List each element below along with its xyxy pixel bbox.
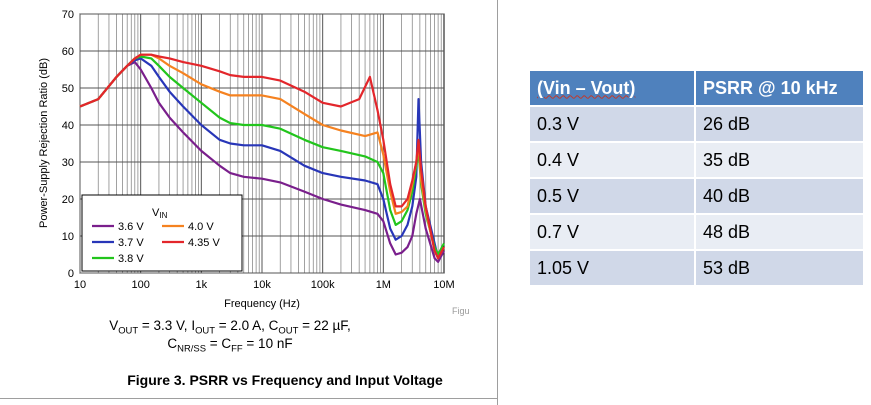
axes: Frequency (Hz) Power-Supply Rejection Ra… <box>38 9 455 310</box>
header-delta-v: (Vin – Vout) <box>530 71 694 105</box>
table-header-row: (Vin – Vout) PSRR @ 10 kHz <box>530 71 863 105</box>
y-tick-label: 60 <box>62 46 74 58</box>
x-tick-label: 1k <box>196 279 208 291</box>
y-tick-label: 50 <box>62 83 74 95</box>
cell-psrr: 26 dB <box>696 107 863 141</box>
legend: VIN 3.6 V 4.0 V 3.7 V 4.35 V 3.8 V <box>92 207 220 265</box>
legend-label: 3.8 V <box>118 253 144 265</box>
header-psrr: PSRR @ 10 kHz <box>696 71 863 105</box>
cell-delta-v: 0.7 V <box>530 215 694 249</box>
chart-panel: VIN 3.6 V 4.0 V 3.7 V 4.35 V 3.8 V Frequency… <box>38 9 470 388</box>
cell-delta-v: 0.5 V <box>530 179 694 213</box>
y-tick-label: 40 <box>62 120 74 132</box>
legend-label: 4.0 V <box>188 221 214 233</box>
x-tick-label: 10k <box>253 279 271 291</box>
y-tick-label: 70 <box>62 9 74 21</box>
legend-label: 4.35 V <box>188 237 220 249</box>
table-row: 0.7 V 48 dB <box>530 215 863 249</box>
table-row: 0.5 V 40 dB <box>530 179 863 213</box>
table-row: 1.05 V 53 dB <box>530 251 863 285</box>
panel-divider-vertical <box>497 0 498 405</box>
table-row: 0.3 V 26 dB <box>530 107 863 141</box>
legend-title: VIN <box>152 207 168 220</box>
psrr-chart: VIN 3.6 V 4.0 V 3.7 V 4.35 V 3.8 V Frequency… <box>38 9 455 310</box>
y-tick-label: 10 <box>62 231 74 243</box>
table-row: 0.4 V 35 dB <box>530 143 863 177</box>
series-line <box>79 57 445 260</box>
x-tick-label: 10 <box>74 279 86 291</box>
cell-psrr: 40 dB <box>696 179 863 213</box>
y-tick-label: 20 <box>62 194 74 206</box>
series-line <box>79 53 445 260</box>
cell-delta-v: 1.05 V <box>530 251 694 285</box>
figure-caption: Figure 3. PSRR vs Frequency and Input Vo… <box>127 372 443 388</box>
x-tick-label: 10M <box>433 279 454 291</box>
y-tick-label: 30 <box>62 157 74 169</box>
data-series <box>79 53 445 263</box>
x-tick-label: 100 <box>131 279 149 291</box>
cell-psrr: 48 dB <box>696 215 863 249</box>
psrr-table: (Vin – Vout) PSRR @ 10 kHz 0.3 V 26 dB 0… <box>528 69 865 287</box>
cell-delta-v: 0.3 V <box>530 107 694 141</box>
series-line <box>79 60 445 263</box>
legend-box <box>81 194 243 272</box>
legend-label: 3.6 V <box>118 221 144 233</box>
y-axis-title: Power-Supply Rejection Ratio (dB) <box>38 58 50 228</box>
test-conditions-line-2: CNR/SS = CFF = 10 nF <box>167 336 293 355</box>
cell-psrr: 35 dB <box>696 143 863 177</box>
legend-label: 3.7 V <box>118 237 144 249</box>
panel-divider-horizontal <box>0 398 498 399</box>
x-tick-label: 1M <box>376 279 391 291</box>
y-tick-label: 0 <box>68 268 74 280</box>
cell-psrr: 53 dB <box>696 251 863 285</box>
x-axis-title: Frequency (Hz) <box>224 298 300 310</box>
test-conditions-line-1: VOUT = 3.3 V, IOUT = 2.0 A, COUT = 22 µF… <box>109 318 351 337</box>
cell-delta-v: 0.4 V <box>530 143 694 177</box>
x-tick-label: 100k <box>311 279 335 291</box>
figure-reference-fragment: Figu <box>452 306 470 316</box>
